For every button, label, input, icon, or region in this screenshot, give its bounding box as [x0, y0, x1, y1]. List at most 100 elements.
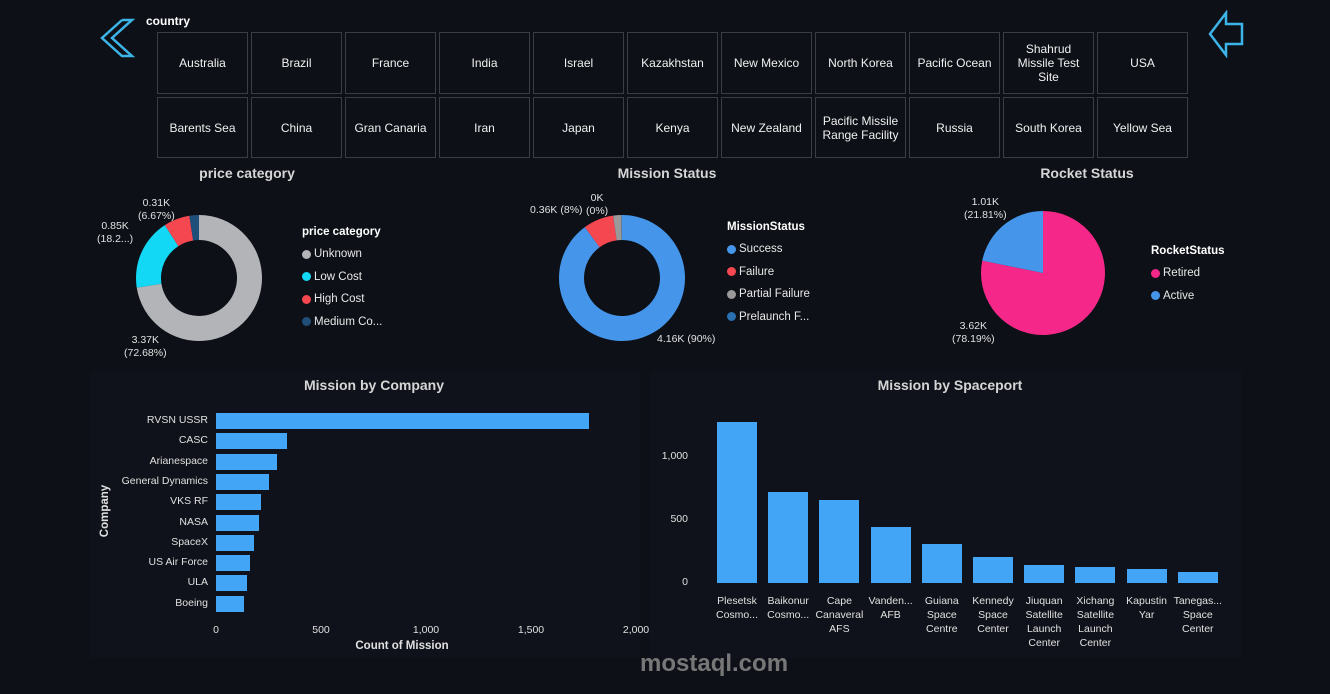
arrow-left-icon[interactable]: [1208, 10, 1246, 58]
bar[interactable]: [1075, 566, 1116, 583]
bar[interactable]: [216, 595, 244, 612]
double-chevron-left-icon[interactable]: [98, 18, 136, 58]
category-label: VKS RF: [170, 495, 208, 508]
slice-low-cost[interactable]: [136, 225, 179, 288]
bar[interactable]: [216, 575, 248, 592]
data-label: 0.85K (18.2...): [97, 220, 134, 245]
bar[interactable]: [216, 433, 287, 450]
data-label: 1.01K (21.81%): [964, 196, 1007, 221]
data-label: 3.62K (78.19%): [952, 320, 995, 345]
legend-dot-icon: [1151, 268, 1160, 278]
rocket-status-title: Rocket Status: [1040, 165, 1134, 181]
category-label: CASC: [178, 434, 208, 447]
country-tile[interactable]: Barents Sea: [157, 97, 248, 158]
x-axis-title: Count of Mission: [355, 640, 449, 652]
slice-medium-co-[interactable]: [189, 215, 199, 241]
y-tick-label: 500: [670, 513, 688, 525]
legend-item[interactable]: Active: [1151, 285, 1225, 308]
legend-item[interactable]: Unknown: [302, 243, 382, 266]
category-label: RVSN USSR: [146, 414, 208, 426]
bar[interactable]: [1126, 569, 1167, 583]
legend-item[interactable]: Failure: [727, 261, 810, 284]
country-tile[interactable]: USA: [1097, 32, 1188, 94]
bar[interactable]: [717, 421, 757, 583]
legend-dot-icon: [302, 272, 311, 282]
bar[interactable]: [870, 527, 911, 583]
country-tile[interactable]: Yellow Sea: [1097, 97, 1188, 158]
legend-dot-icon: [727, 312, 736, 322]
category-label: Baikonur Cosmo...: [767, 595, 810, 621]
country-tile[interactable]: China: [251, 97, 342, 158]
y-tick-label: 0: [682, 576, 688, 588]
bar[interactable]: [216, 473, 269, 490]
category-label: Vanden... AFB: [868, 595, 913, 621]
country-tile[interactable]: Australia: [157, 32, 248, 94]
category-label: Boeing: [175, 596, 208, 609]
bar[interactable]: [216, 534, 255, 551]
country-tile[interactable]: Israel: [533, 32, 624, 94]
slice-failure[interactable]: [584, 215, 617, 248]
legend-item[interactable]: Retired: [1151, 262, 1225, 285]
country-tile[interactable]: South Korea: [1003, 97, 1094, 158]
country-slicer: Australia Brazil France India Israel Kazakhst…: [157, 32, 1188, 158]
slice-success[interactable]: [559, 215, 686, 342]
country-tile[interactable]: India: [439, 32, 530, 94]
bar[interactable]: [768, 492, 809, 583]
slice-unknown[interactable]: [136, 215, 262, 341]
bar[interactable]: [1024, 564, 1065, 583]
category-label: Cape Canaveral AFS: [815, 595, 864, 635]
category-label: Xichang Satellite Launch Center: [1076, 595, 1115, 649]
country-tile[interactable]: Kazakhstan: [627, 32, 718, 94]
country-tile[interactable]: North Korea: [815, 32, 906, 94]
bar[interactable]: [973, 557, 1013, 583]
bar[interactable]: [1177, 572, 1218, 583]
x-tick-label: 1,000: [412, 624, 440, 636]
country-tile[interactable]: France: [345, 32, 436, 94]
legend-label: Active: [1163, 289, 1195, 302]
country-tile[interactable]: Gran Canaria: [345, 97, 436, 158]
data-label: 4.16K (90%): [657, 333, 716, 345]
country-tile[interactable]: Shahrud Missile Test Site: [1003, 32, 1094, 94]
country-tile[interactable]: Pacific Ocean: [909, 32, 1000, 94]
company-chart-title: Mission by Company: [303, 377, 445, 393]
legend-title: price category: [302, 226, 381, 238]
x-tick-label: 500: [312, 624, 330, 636]
bar[interactable]: [819, 500, 860, 583]
legend-item[interactable]: High Cost: [302, 288, 382, 311]
bar[interactable]: [216, 514, 259, 531]
legend-item[interactable]: Medium Co...: [302, 311, 382, 334]
legend-label: High Cost: [314, 293, 365, 306]
x-tick-label: 1,500: [517, 624, 545, 636]
country-tile[interactable]: New Zealand: [721, 97, 812, 158]
slice-partial-failure[interactable]: [613, 215, 622, 241]
category-label: Kennedy Space Center: [972, 595, 1014, 635]
legend-item[interactable]: Success: [727, 238, 810, 261]
category-label: Guiana Space Centre: [924, 595, 959, 635]
bar[interactable]: [216, 453, 277, 470]
slice-high-cost[interactable]: [164, 215, 194, 247]
country-tile[interactable]: New Mexico: [721, 32, 812, 94]
category-label: General Dynamics: [121, 474, 208, 487]
slice-active[interactable]: [982, 211, 1043, 273]
legend-item[interactable]: Prelaunch F...: [727, 306, 810, 329]
legend-item[interactable]: Partial Failure: [727, 283, 810, 306]
country-tile[interactable]: Kenya: [627, 97, 718, 158]
bar[interactable]: [216, 413, 590, 429]
price-category-legend: price category Unknown Low Cost High Cost Me…: [302, 226, 382, 333]
bar[interactable]: [216, 494, 262, 511]
country-tile[interactable]: Iran: [439, 97, 530, 158]
country-tile[interactable]: Pacific Missile Range Facility: [815, 97, 906, 158]
legend-label: Retired: [1163, 267, 1201, 280]
category-label: US Air Force: [148, 556, 208, 569]
data-label: 0.36K (8%): [530, 204, 583, 216]
watermark: mostaql.com: [640, 650, 789, 677]
category-label: Arianespace: [149, 454, 208, 467]
country-tile[interactable]: Japan: [533, 97, 624, 158]
legend-item[interactable]: Low Cost: [302, 266, 382, 289]
country-tile[interactable]: Brazil: [251, 32, 342, 94]
country-tile[interactable]: Russia: [909, 97, 1000, 158]
bar[interactable]: [921, 543, 962, 583]
bar[interactable]: [216, 555, 250, 572]
